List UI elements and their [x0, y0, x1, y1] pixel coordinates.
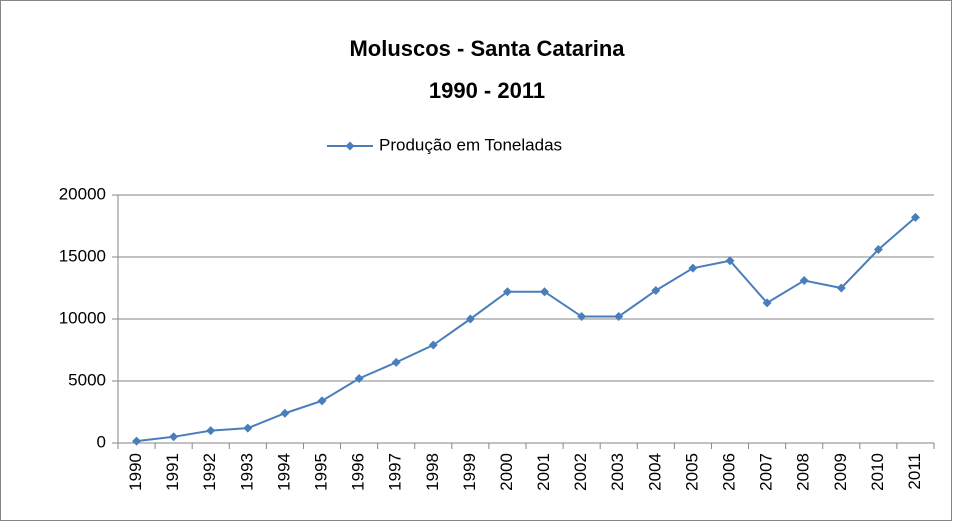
x-tick-label: 2001	[534, 453, 553, 491]
x-tick-label: 2010	[868, 453, 887, 491]
point	[651, 285, 661, 295]
x-tick-label: 1991	[163, 453, 182, 491]
x-tick-label: 1995	[311, 453, 330, 491]
point	[354, 374, 364, 384]
x-tick-label: 2009	[831, 453, 850, 491]
x-tick-label: 2008	[794, 453, 813, 491]
y-tick-label: 15000	[59, 246, 106, 265]
point	[688, 263, 698, 273]
point	[132, 436, 142, 446]
legend-label: Produção em Toneladas	[379, 135, 562, 154]
x-tick-label: 2002	[571, 453, 590, 491]
point	[502, 287, 512, 297]
y-tick-label: 20000	[59, 184, 106, 203]
x-tick-label: 1993	[237, 453, 256, 491]
y-tick-label: 0	[97, 432, 106, 451]
point	[540, 287, 550, 297]
point	[169, 432, 179, 442]
point	[836, 283, 846, 293]
point	[428, 340, 438, 350]
x-tick-label: 1998	[423, 453, 442, 491]
point	[614, 312, 624, 322]
point	[243, 423, 253, 433]
point	[465, 314, 475, 324]
legend-marker	[345, 141, 355, 151]
x-tick-label: 2003	[608, 453, 627, 491]
point	[317, 396, 327, 406]
x-tick-label: 1990	[126, 453, 145, 491]
x-tick-label: 1999	[460, 453, 479, 491]
x-tick-label: 2007	[757, 453, 776, 491]
y-tick-label: 10000	[59, 308, 106, 327]
point	[280, 408, 290, 418]
point	[725, 256, 735, 266]
x-tick-label: 1996	[349, 453, 368, 491]
point	[910, 212, 920, 222]
point	[799, 276, 809, 286]
point	[206, 426, 216, 436]
series-line	[136, 216, 917, 443]
chart-title: Moluscos - Santa Catarina	[349, 36, 625, 61]
point	[762, 298, 772, 308]
x-tick-label: 1994	[274, 453, 293, 491]
point	[577, 312, 587, 322]
x-tick-label: 2011	[905, 453, 924, 490]
chart-subtitle: 1990 - 2011	[429, 78, 545, 103]
point	[873, 245, 883, 255]
x-tick-label: 2006	[719, 453, 738, 491]
x-tick-label: 1992	[200, 453, 219, 491]
x-tick-label: 2000	[497, 453, 516, 491]
x-tick-label: 2004	[645, 453, 664, 491]
y-tick-label: 5000	[68, 370, 106, 389]
x-tick-label: 2005	[682, 453, 701, 491]
x-tick-label: 1997	[386, 453, 405, 491]
point	[391, 357, 401, 367]
